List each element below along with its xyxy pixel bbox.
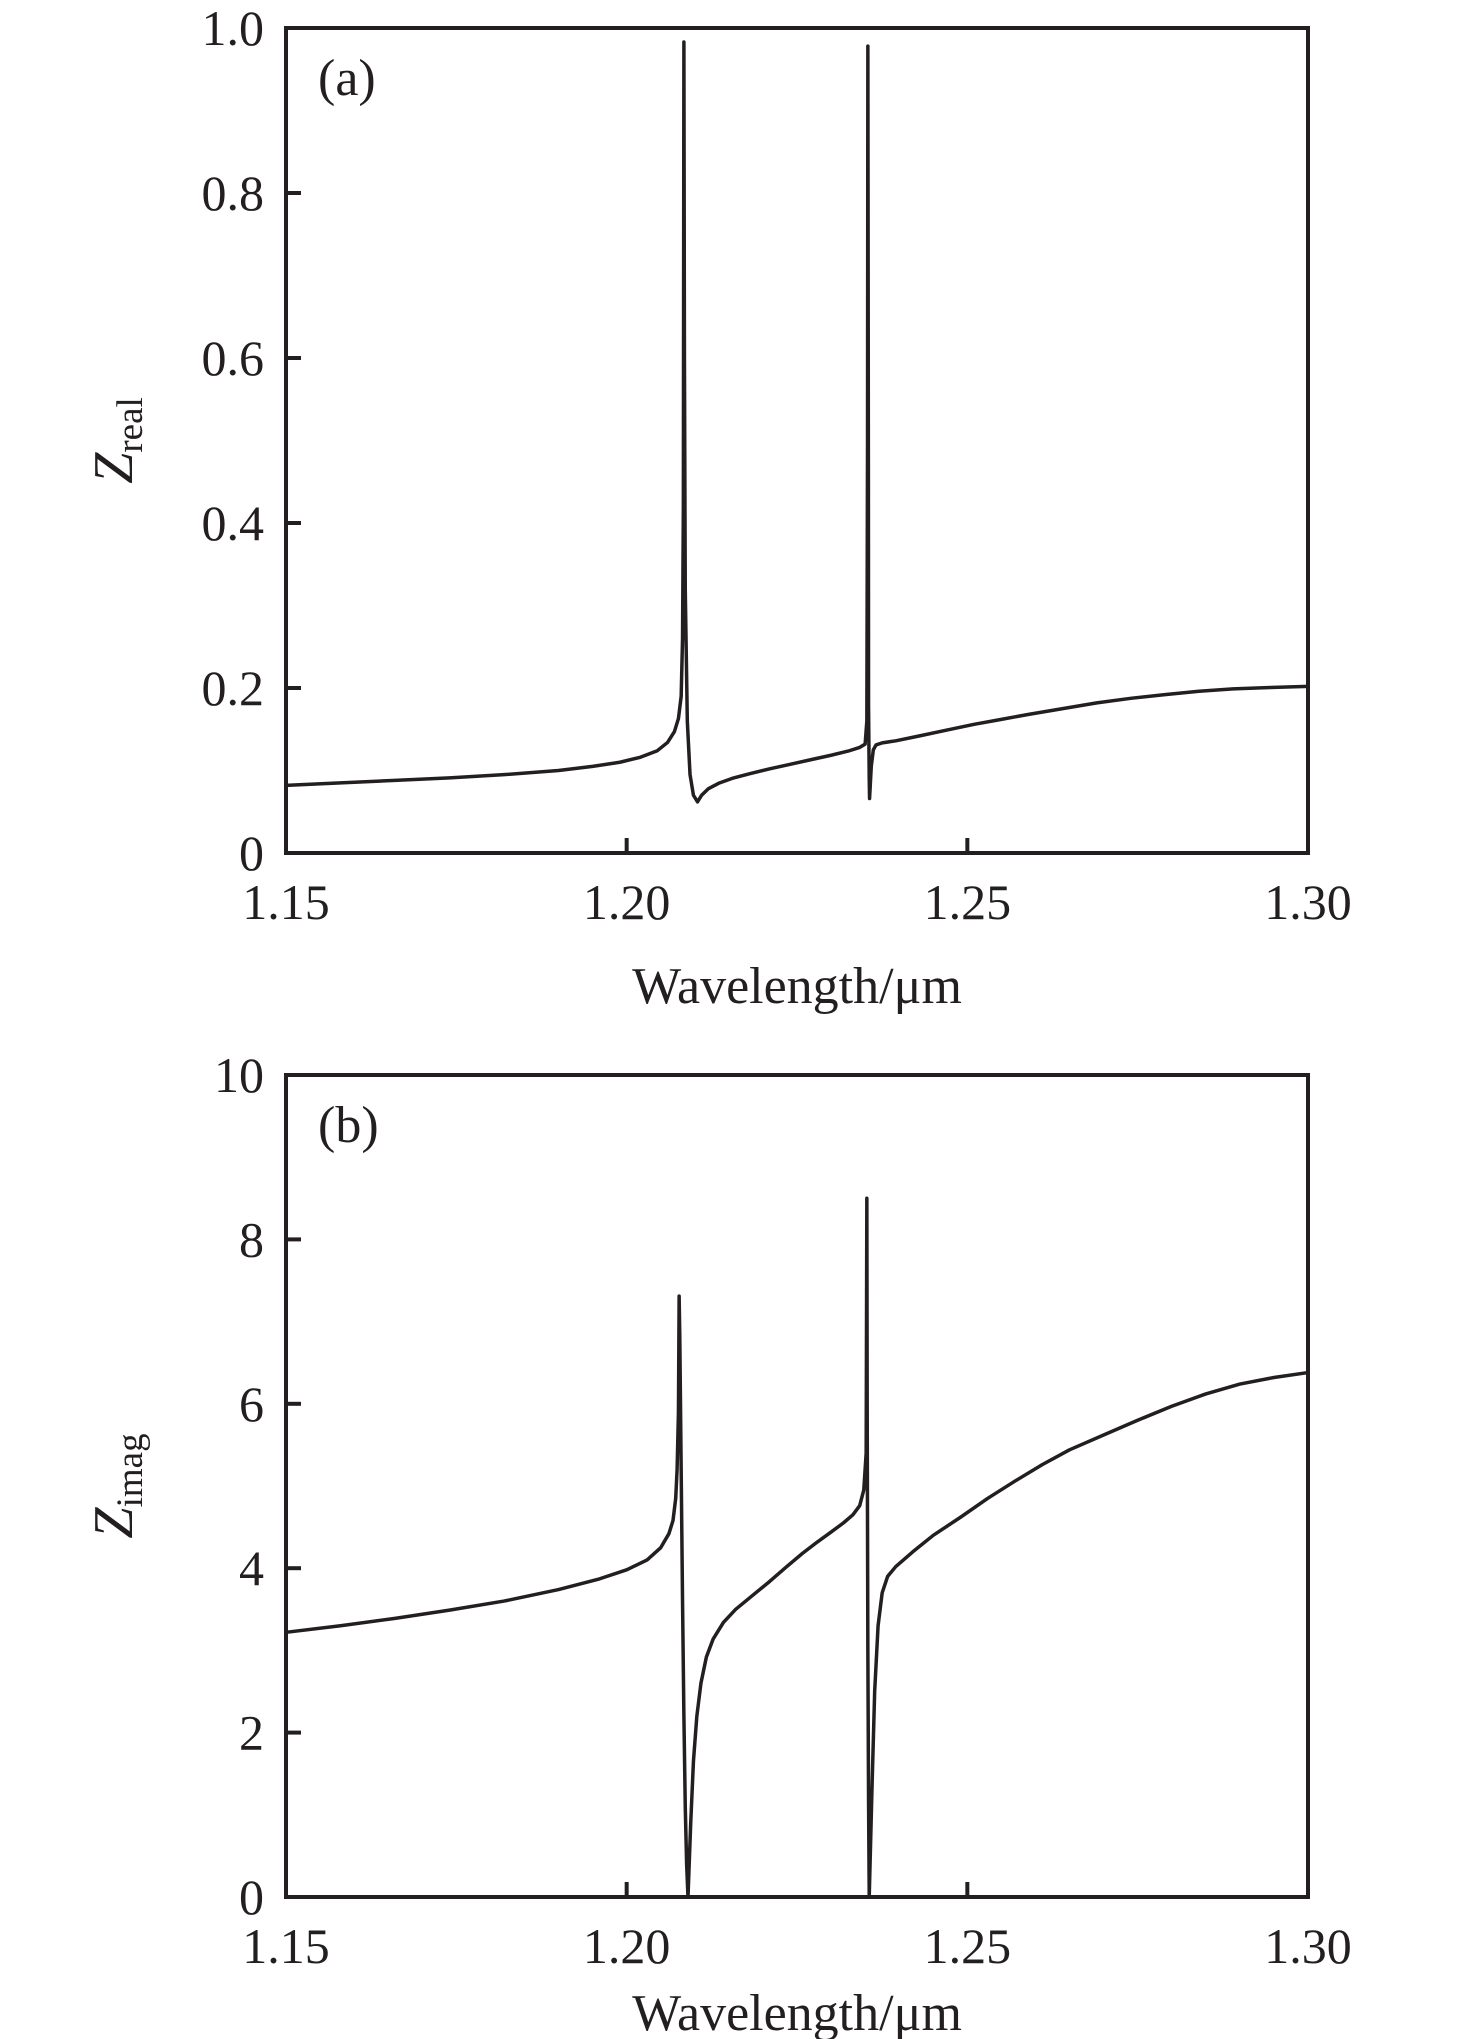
x-tick-label: 1.25 <box>924 874 1012 930</box>
series-Z_real <box>284 40 1310 804</box>
chart-panel-b: 0 2 4 6 8 10 1.15 1.20 1.25 1.30 (b) Wavelength/… <box>83 1047 1352 2039</box>
x-tick-label: 1.20 <box>583 1918 671 1974</box>
x-tick-label: 1.30 <box>1264 874 1352 930</box>
curve <box>284 1196 1310 1899</box>
panel-label: (a) <box>318 50 376 107</box>
x-tick-label: 1.15 <box>242 1918 330 1974</box>
y-tick-label: 0 <box>239 1869 264 1925</box>
x-tick-labels: 1.15 1.20 1.25 1.30 <box>242 1918 1352 1974</box>
y-tick-label: 10 <box>214 1047 264 1103</box>
y-tick-label: 1.0 <box>202 0 265 56</box>
x-axis-label: Wavelength/μm <box>632 1985 962 2039</box>
y-tick-label: 0.4 <box>202 495 265 551</box>
panel-label: (b) <box>318 1097 379 1154</box>
y-tick-label: 4 <box>239 1540 264 1596</box>
x-tick-label: 1.15 <box>242 874 330 930</box>
x-tick-labels: 1.15 1.20 1.25 1.30 <box>242 874 1352 930</box>
chart-panel-a: 0 0.2 0.4 0.6 0.8 1.0 1.15 1.20 1.25 1.30 (a) Wa… <box>83 0 1352 1015</box>
y-tick-label: 8 <box>239 1211 264 1267</box>
y-axis-label: Zimag <box>83 1433 151 1538</box>
x-ticks <box>284 1882 1310 1897</box>
y-ticks <box>286 1073 301 1899</box>
y-tick-label: 0.8 <box>202 165 265 221</box>
y-ticks <box>286 26 301 855</box>
y-tick-label: 2 <box>239 1705 264 1761</box>
y-tick-label: 6 <box>239 1376 264 1432</box>
axes-box <box>284 1073 1310 1899</box>
axes-box <box>284 26 1310 855</box>
y-tick-label: 0.6 <box>202 330 265 386</box>
x-tick-label: 1.30 <box>1264 1918 1352 1974</box>
y-tick-labels: 0 0.2 0.4 0.6 0.8 1.0 <box>202 0 265 881</box>
curve <box>284 40 1310 804</box>
x-tick-label: 1.25 <box>924 1918 1012 1974</box>
x-axis-label: Wavelength/μm <box>632 958 962 1015</box>
x-tick-label: 1.20 <box>583 874 671 930</box>
y-tick-label: 0 <box>239 825 264 881</box>
y-tick-label: 0.2 <box>202 660 265 716</box>
x-ticks <box>284 838 1310 853</box>
y-tick-labels: 0 2 4 6 8 10 <box>214 1047 264 1925</box>
series-Z_imag <box>284 1196 1310 1899</box>
y-axis-label: Zreal <box>83 397 151 484</box>
